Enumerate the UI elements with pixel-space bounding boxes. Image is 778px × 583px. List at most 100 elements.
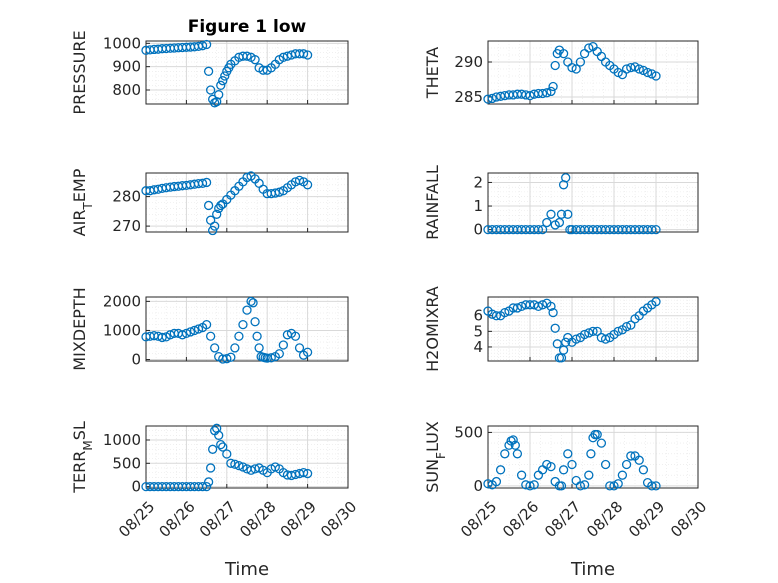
data-point bbox=[205, 331, 216, 341]
axes-frame bbox=[487, 296, 699, 362]
data-point bbox=[651, 297, 661, 307]
data-point bbox=[584, 328, 594, 338]
subplot-h2omixra: 456 H2OMIXRA bbox=[423, 286, 699, 372]
x-tick-label: 08/26 bbox=[499, 498, 542, 541]
data-point bbox=[537, 300, 548, 310]
data-point bbox=[205, 85, 216, 95]
x-tick-label: 08/30 bbox=[667, 498, 710, 541]
y-axis-label: H2OMIXRA bbox=[423, 286, 442, 372]
data-point bbox=[274, 187, 284, 197]
data-point bbox=[222, 449, 232, 459]
data-point bbox=[205, 463, 216, 473]
data-point bbox=[201, 481, 212, 492]
data-point bbox=[218, 76, 228, 86]
data-point bbox=[278, 52, 289, 62]
data-point bbox=[571, 475, 581, 486]
data-point bbox=[294, 175, 305, 186]
axes-frame bbox=[145, 296, 349, 362]
data-point bbox=[212, 209, 222, 219]
data-point bbox=[651, 71, 661, 81]
data-point bbox=[500, 449, 510, 459]
data-point bbox=[302, 468, 313, 479]
data-point bbox=[537, 224, 548, 235]
data-point bbox=[579, 48, 590, 59]
y-axis-label: AIRTEMP bbox=[70, 168, 95, 236]
y-axis-label: RAINFALL bbox=[423, 165, 442, 240]
data-point bbox=[177, 330, 188, 340]
x-axis-label: Time bbox=[224, 559, 269, 580]
data-point bbox=[208, 444, 218, 454]
data-point bbox=[234, 460, 244, 471]
x-tick-label: 08/27 bbox=[196, 498, 239, 541]
data-point bbox=[197, 178, 208, 188]
data-point bbox=[596, 438, 607, 448]
data-point bbox=[248, 298, 258, 308]
y-axis-label: SUNFLUX bbox=[423, 421, 448, 493]
data-point bbox=[491, 476, 502, 487]
data-point bbox=[250, 317, 260, 327]
data-point bbox=[483, 94, 493, 104]
data-point bbox=[487, 309, 497, 319]
data-point bbox=[533, 470, 544, 480]
y-tick-label: 1000 bbox=[103, 321, 141, 339]
data-point bbox=[552, 339, 562, 349]
x-tick-label: 08/26 bbox=[155, 498, 198, 541]
data-point bbox=[483, 479, 493, 489]
data-point bbox=[302, 347, 313, 357]
y-tick-label: 500 bbox=[112, 454, 141, 472]
data-point bbox=[508, 435, 518, 445]
y-tick-label: 270 bbox=[112, 217, 141, 235]
data-point bbox=[242, 305, 252, 315]
y-axis-label: THETA bbox=[423, 47, 442, 99]
data-point bbox=[242, 51, 252, 61]
data-point bbox=[613, 479, 623, 489]
data-point bbox=[575, 57, 586, 67]
data-point bbox=[525, 300, 535, 310]
data-point bbox=[201, 319, 212, 330]
y-tick-label: 285 bbox=[454, 88, 483, 106]
y-tick-label: 900 bbox=[112, 58, 141, 76]
data-point bbox=[201, 177, 212, 188]
data-point bbox=[508, 303, 518, 313]
y-tick-label: 290 bbox=[454, 53, 483, 71]
data-point bbox=[214, 90, 224, 100]
data-point bbox=[222, 354, 232, 364]
data-point bbox=[558, 465, 569, 475]
data-point bbox=[525, 481, 535, 491]
data-point bbox=[605, 481, 615, 491]
data-point bbox=[512, 303, 523, 313]
data-point bbox=[546, 86, 556, 97]
data-point bbox=[546, 301, 556, 312]
y-tick-label: 1 bbox=[473, 197, 483, 215]
data-point bbox=[298, 49, 309, 59]
x-tick-label: 08/28 bbox=[236, 498, 279, 541]
x-axis-label: Time bbox=[570, 559, 615, 580]
data-point bbox=[230, 459, 240, 469]
data-point bbox=[274, 349, 284, 359]
data-point bbox=[252, 331, 262, 341]
data-point bbox=[550, 323, 560, 333]
subplot-mixdepth: 0 1000 2000 MIXDEPTH bbox=[70, 287, 349, 371]
data-point bbox=[266, 353, 276, 363]
data-point bbox=[533, 224, 544, 235]
data-point bbox=[647, 481, 657, 491]
data-point bbox=[270, 188, 280, 198]
data-point bbox=[203, 200, 214, 211]
data-point bbox=[487, 93, 497, 104]
data-point bbox=[554, 217, 565, 228]
data-point bbox=[201, 39, 212, 50]
data-point bbox=[210, 98, 220, 108]
y-axis-label: PRESSURE bbox=[70, 30, 89, 114]
y-tick-label: 2 bbox=[473, 173, 483, 191]
subplot-terr: 0 500 1000 TERRMSL 08/2508/2608/2708/2808/29… bbox=[70, 421, 360, 580]
axes-frame bbox=[487, 425, 699, 489]
y-tick-label: 0 bbox=[131, 351, 141, 369]
data-point bbox=[550, 60, 560, 71]
x-tick-label: 08/29 bbox=[277, 498, 320, 541]
data-point bbox=[617, 470, 628, 480]
data-point bbox=[220, 71, 230, 81]
data-point bbox=[302, 180, 313, 190]
data-point bbox=[234, 331, 244, 341]
axes-frame bbox=[487, 172, 699, 233]
data-point bbox=[203, 477, 214, 487]
